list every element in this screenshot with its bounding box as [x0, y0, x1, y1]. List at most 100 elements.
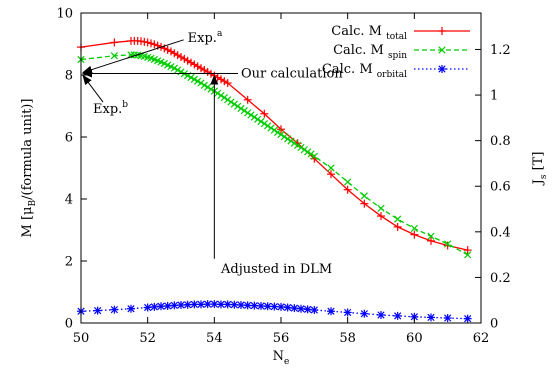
data-point-spin — [194, 77, 202, 85]
legend-marker — [438, 65, 446, 73]
data-point-spin — [207, 85, 215, 93]
annotation-label: Exp.b — [93, 100, 128, 117]
y2-ticks: 0 0.2 0.4 0.6 0.8 1 1.2 — [475, 43, 511, 332]
data-point-spin — [197, 79, 205, 87]
data-point-spin — [264, 122, 272, 130]
data-point-total — [260, 109, 269, 118]
data-point-total — [187, 58, 195, 67]
data-point-total — [243, 95, 252, 104]
legend-label-main: Calc. M — [333, 43, 388, 58]
legend-label-main: Calc. M — [322, 62, 377, 77]
legend-label-main: Calc. M — [331, 24, 386, 39]
data-point-orbital — [377, 310, 385, 319]
data-point-spin — [110, 52, 118, 60]
data-point-spin — [187, 73, 195, 82]
data-point-spin — [214, 89, 222, 97]
data-point-spin — [304, 148, 312, 156]
data-point-spin — [310, 152, 318, 160]
data-point-orbital — [393, 311, 402, 320]
legend-label-sub: orbital — [377, 70, 407, 80]
y2-tick-label: 0.2 — [490, 271, 511, 286]
data-point-total — [427, 236, 435, 245]
data-point-total — [377, 212, 385, 221]
data-point-total — [150, 40, 159, 49]
data-point-total — [147, 39, 155, 48]
data-point-spin — [247, 111, 255, 119]
data-point-spin — [254, 115, 262, 123]
data-point-orbital — [93, 306, 102, 315]
data-point-spin — [427, 232, 435, 240]
y-tick-label: 4 — [65, 193, 73, 208]
data-point-spin — [220, 94, 228, 102]
annotation-arrow-exp-a — [82, 39, 184, 74]
data-point-spin — [394, 215, 402, 223]
data-point-spin — [177, 68, 185, 76]
annotation-text: Adjusted in DLM — [220, 262, 332, 277]
data-point-total — [190, 60, 199, 69]
data-point-total — [200, 66, 209, 75]
data-point-total — [193, 62, 202, 71]
annotation-text: Exp. — [188, 31, 217, 46]
legend-label: Calc. M total — [331, 24, 407, 42]
data-point-orbital — [143, 303, 152, 312]
x-ticks: 50 52 54 56 58 60 62 — [73, 13, 490, 346]
x-tick-label: 56 — [273, 331, 290, 346]
data-point-total — [173, 51, 182, 60]
data-point-total — [140, 37, 149, 46]
data-point-spin — [274, 128, 282, 136]
series-line-spin — [80, 54, 468, 256]
y-axis-label-main: M [μ — [20, 206, 35, 237]
data-point-total — [223, 79, 232, 88]
data-point-spin — [237, 104, 245, 113]
legend-label-sub: spin — [388, 51, 407, 61]
legend-label: Calc. M spin — [333, 43, 407, 61]
data-point-total — [343, 185, 352, 194]
x-tick-label: 62 — [473, 331, 490, 346]
data-point-orbital — [327, 307, 335, 316]
data-point-spin — [290, 139, 298, 147]
data-point-total — [110, 38, 119, 47]
data-point-spin — [127, 51, 135, 59]
x-tick-label: 58 — [339, 331, 356, 346]
y-tick-label: 2 — [65, 255, 73, 270]
annotation-superscript: b — [122, 100, 128, 110]
data-point-spin — [224, 96, 232, 104]
annotation-label: Exp.a — [188, 29, 223, 46]
data-point-orbital — [360, 309, 369, 318]
data-point-spin — [234, 102, 242, 110]
y-tick-label: 8 — [65, 69, 73, 84]
annotation-label: Our calculation — [241, 66, 343, 81]
y2-axis-label-sub: s — [539, 174, 549, 179]
data-point-orbital — [150, 302, 159, 311]
y2-tick-label: 0.8 — [490, 134, 511, 149]
data-point-spin — [444, 240, 452, 248]
data-point-total — [137, 37, 145, 46]
data-point-total — [163, 45, 172, 54]
data-point-orbital — [263, 302, 272, 311]
data-point-total — [327, 170, 335, 179]
annotation-label: Adjusted in DLM — [220, 262, 332, 277]
y2-tick-label: 0.4 — [490, 225, 511, 240]
x-tick-label: 60 — [406, 331, 423, 346]
y2-axis-label-tail: [T] — [531, 152, 546, 175]
annotation-arrow-exp-b — [82, 74, 104, 103]
data-point-spin — [277, 130, 285, 139]
y2-tick-label: 0.6 — [490, 180, 511, 195]
data-point-total — [203, 67, 212, 76]
data-point-orbital — [237, 301, 245, 310]
data-point-orbital — [427, 313, 435, 322]
data-point-total — [177, 53, 185, 62]
y-tick-label: 10 — [56, 7, 73, 22]
data-point-spin — [464, 251, 472, 259]
data-point-spin — [280, 133, 288, 141]
legend-marker — [438, 46, 446, 54]
data-point-total — [180, 54, 189, 63]
data-point-orbital — [203, 300, 212, 309]
data-point-orbital — [177, 301, 185, 310]
data-point-orbital — [290, 304, 299, 313]
data-point-total — [463, 246, 472, 255]
y-tick-label: 0 — [65, 317, 73, 332]
data-point-total — [393, 222, 402, 231]
